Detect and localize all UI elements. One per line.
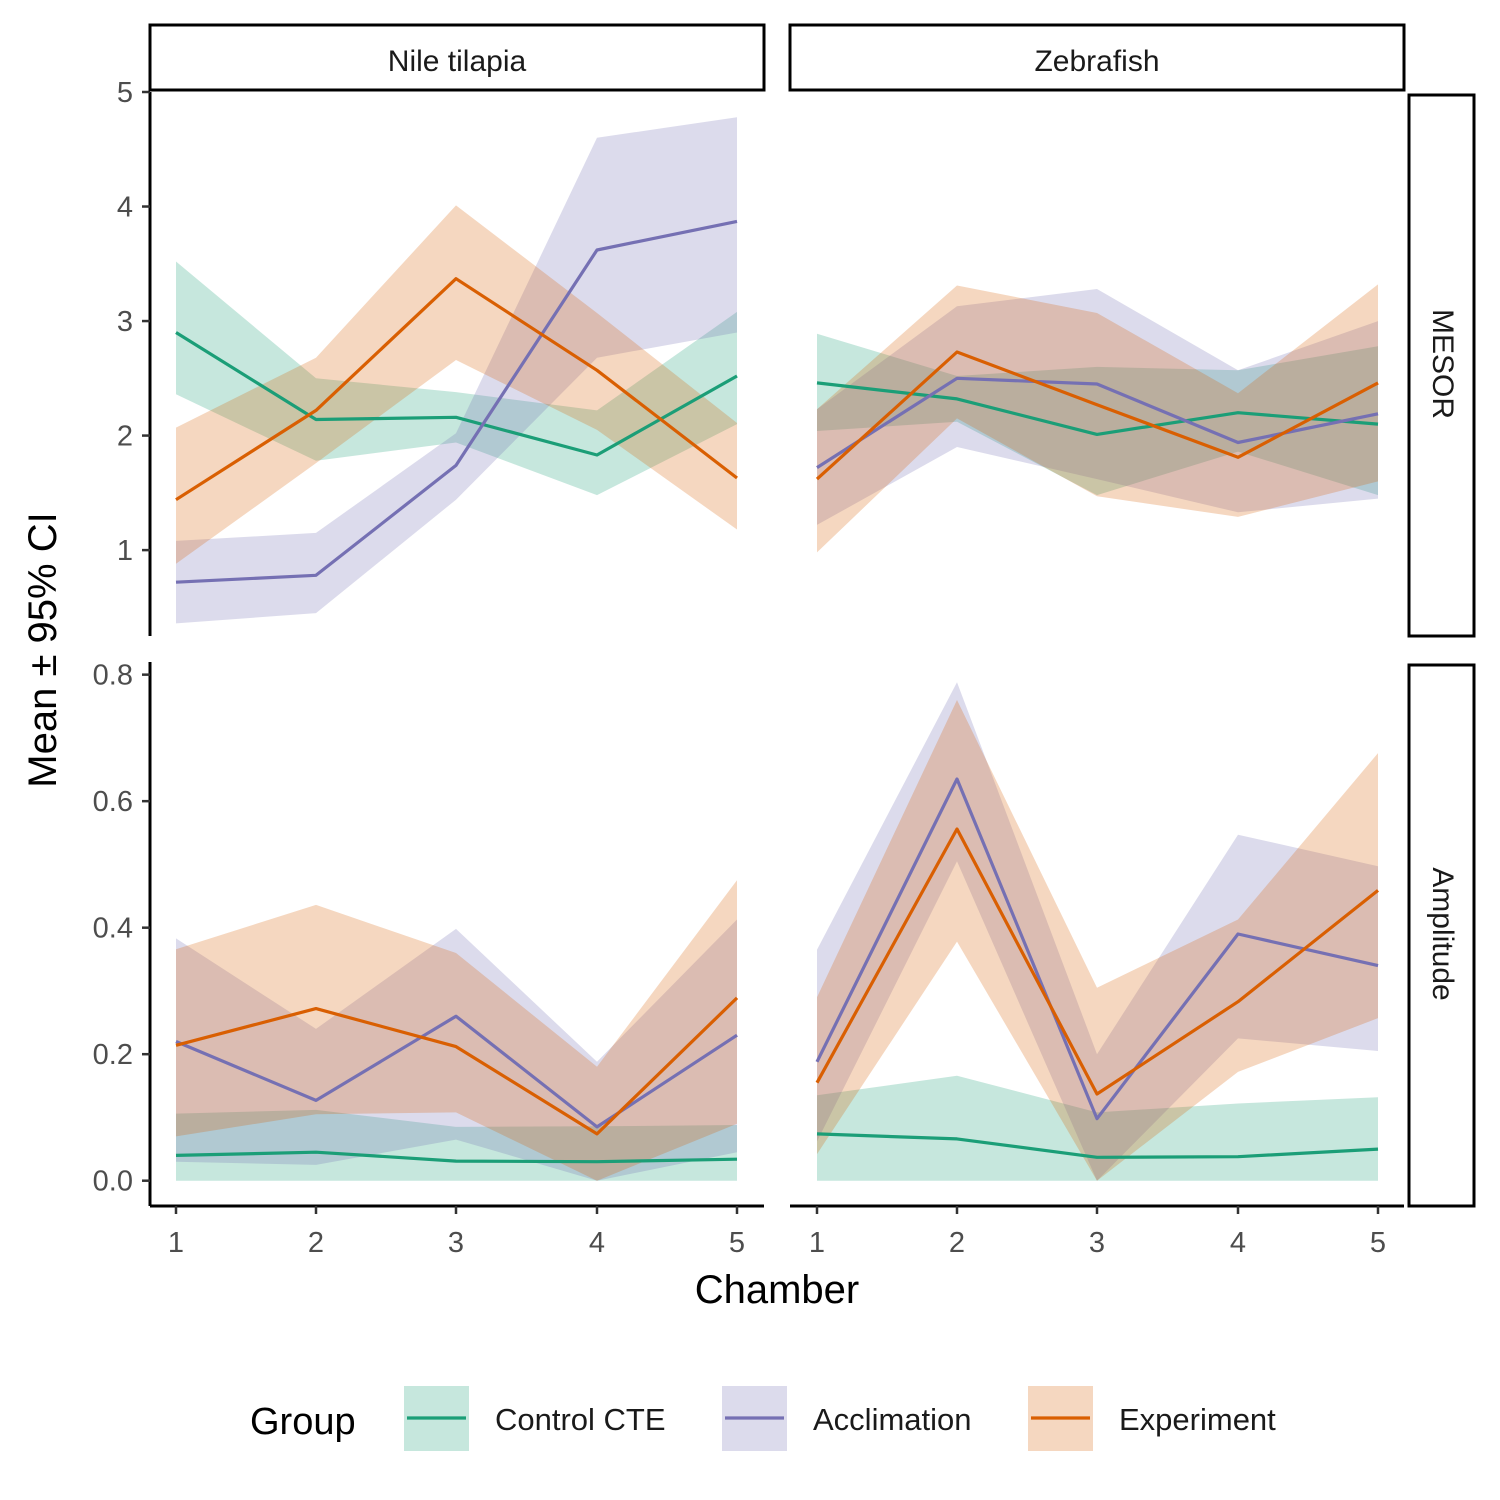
strip-amplitude [1407,663,1476,1208]
x-tick-label: 4 [589,1227,605,1259]
ci-ribbon-experiment [176,880,737,1181]
y-tick-label: 2 [117,421,133,453]
y-tick-label: 0.8 [93,660,133,692]
y-tick-label: 0.4 [93,913,133,945]
y-tick-label: 3 [117,306,133,338]
y-tick-label: 5 [117,77,133,109]
ci-ribbon-acclimation [176,117,737,624]
y-axis-title: Mean ± 95% CI [21,512,65,787]
mean-line-acclimation [175,219,738,584]
panel-mesor-nile-tilapia [175,117,738,624]
ci-ribbon-control-cte [817,333,1378,496]
strip-zebrafish [788,23,1406,92]
panel-amplitude-nile-tilapia [175,880,739,1181]
strip-label-zebrafish: Zebrafish [1034,45,1159,78]
mean-line-experiment [175,277,738,502]
ci-ribbon-experiment [817,700,1378,1181]
legend-label-experiment: Experiment [1119,1402,1276,1437]
legend-title: Group [250,1401,356,1443]
x-tick-label: 2 [949,1227,965,1259]
strip-mesor [1407,93,1476,638]
x-tick-label: 2 [308,1227,324,1259]
legend-item-control-cte: Control CTE [404,1386,666,1451]
y-tick-label: 1 [117,535,133,567]
legend-label-acclimation: Acclimation [813,1402,972,1437]
x-tick-label: 5 [729,1227,745,1259]
mean-line-experiment [175,996,739,1136]
y-tick-label: 0.0 [93,1166,133,1198]
ci-ribbon-experiment [176,205,737,564]
x-tick-label: 4 [1230,1227,1246,1259]
strip-nile-tilapia [148,23,766,92]
ci-ribbon-control-cte [817,1075,1378,1181]
y-tick-label: 0.6 [93,786,133,818]
x-tick-label: 5 [1370,1227,1386,1259]
ci-ribbon-acclimation [817,289,1378,525]
x-tick-label: 3 [1089,1227,1105,1259]
ci-ribbon-control-cte [176,261,737,496]
ci-ribbon-acclimation [176,919,737,1181]
strip-label-nile-tilapia: Nile tilapia [388,45,527,78]
mean-line-control-cte [175,1150,738,1164]
x-tick-label: 1 [809,1227,825,1259]
mean-line-acclimation [815,777,1379,1121]
panel-amplitude-zebrafish [815,682,1379,1181]
mean-line-control-cte [175,331,738,457]
y-tick-label: 0.2 [93,1039,133,1071]
legend-item-experiment: Experiment [1028,1386,1276,1451]
mean-line-acclimation [175,1014,738,1129]
mean-line-experiment [815,827,1379,1096]
x-tick-label: 3 [448,1227,464,1259]
x-axis-title: Chamber [695,1268,860,1312]
legend-label-control-cte: Control CTE [495,1402,666,1437]
panel-mesor-zebrafish [815,284,1379,553]
mean-line-control-cte [816,1132,1379,1159]
ci-ribbon-acclimation [817,682,1378,1181]
strip-label-amplitude: Amplitude [1426,867,1459,1000]
strip-label-mesor: MESOR [1426,309,1459,419]
legend-item-acclimation: Acclimation [722,1386,972,1451]
y-tick-label: 4 [117,192,133,224]
mean-line-experiment [815,350,1379,481]
x-tick-label: 1 [168,1227,184,1259]
